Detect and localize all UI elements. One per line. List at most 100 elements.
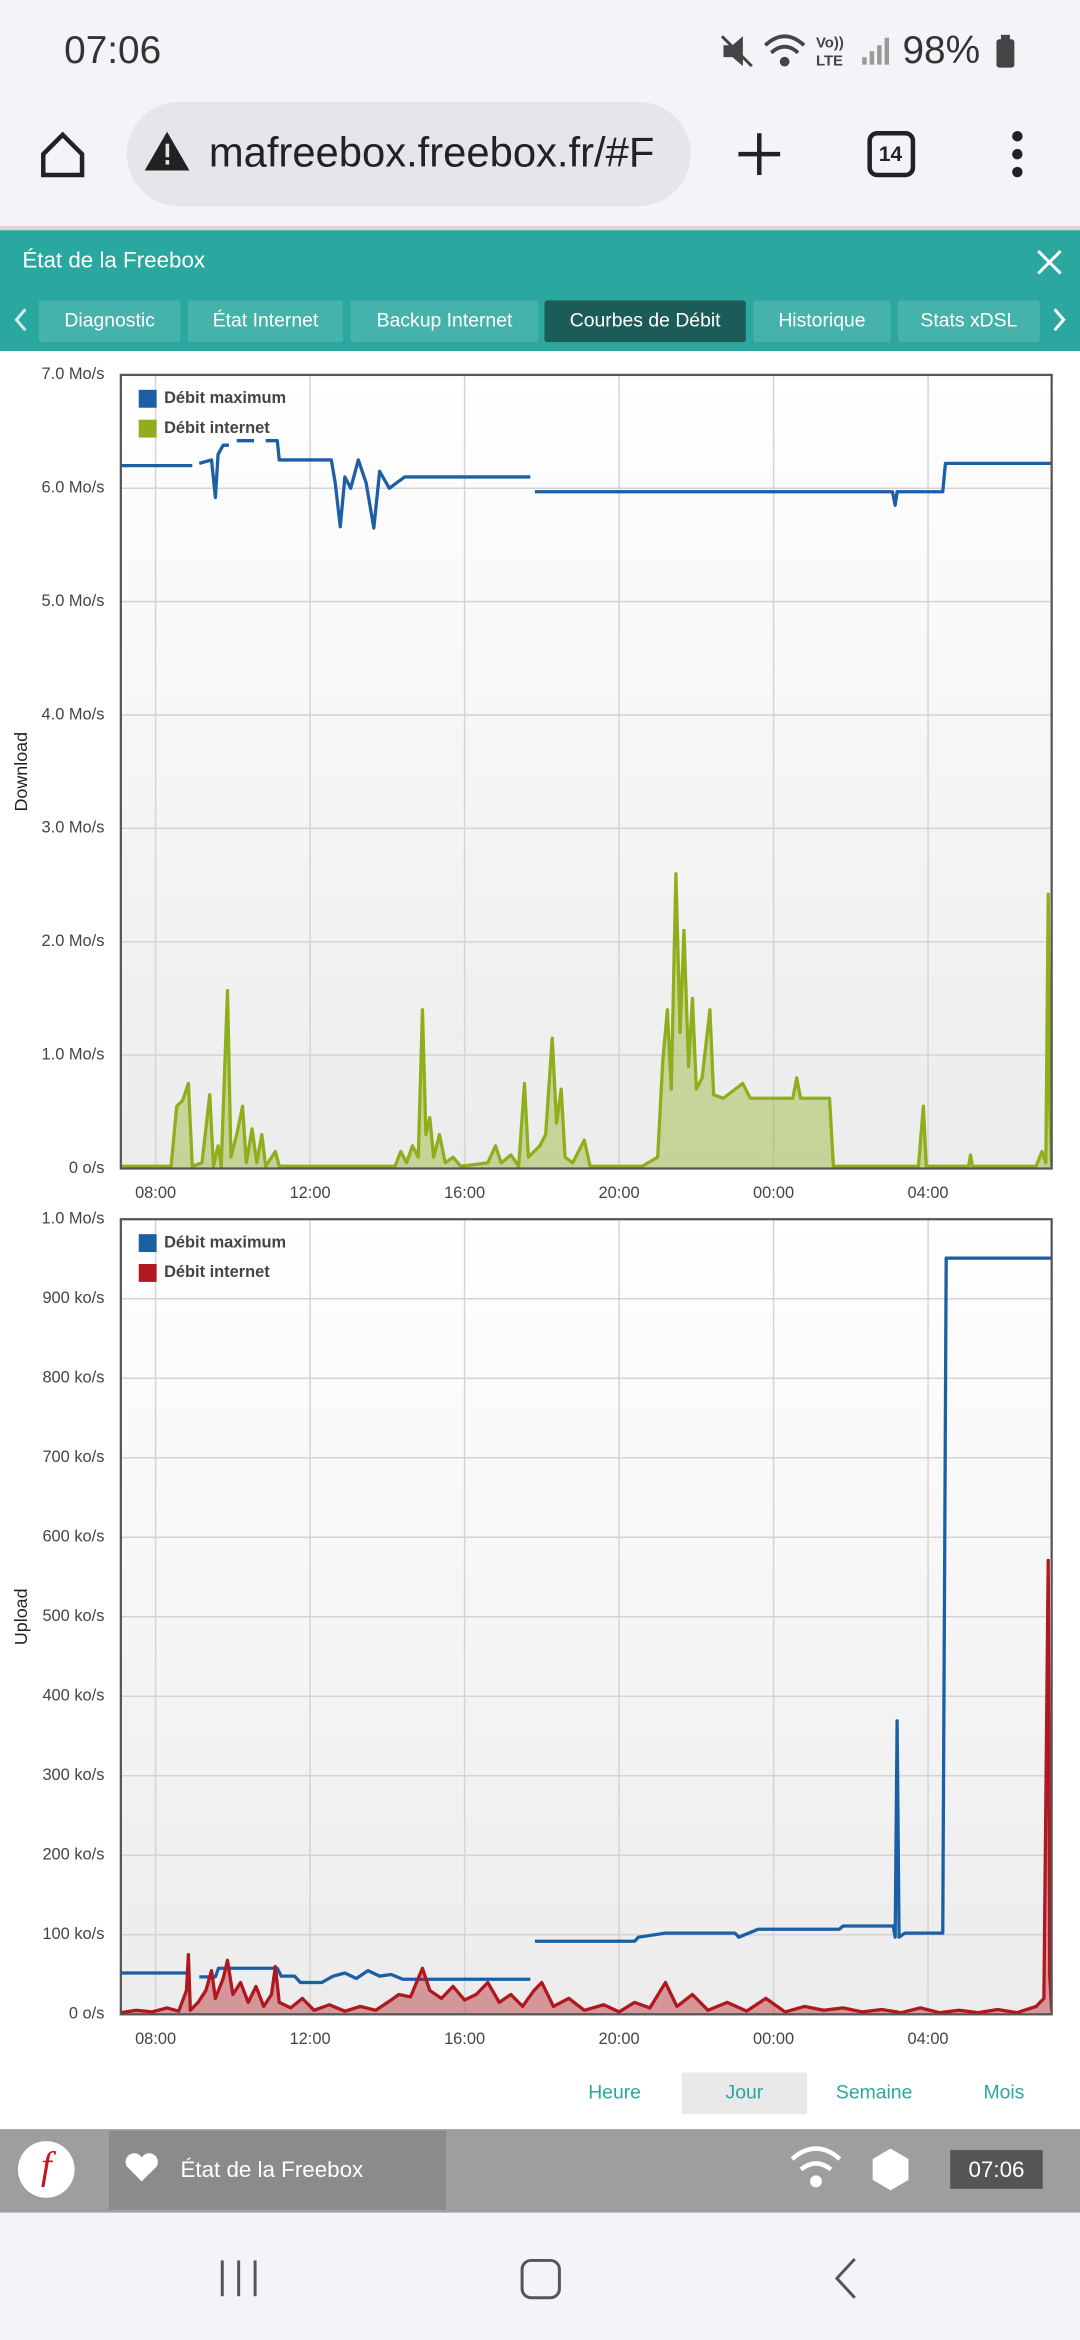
tab[interactable] [898,300,1040,343]
y-tick-label: 3.0 Mo/s [42,819,105,837]
range-button[interactable]: Mois [983,2081,1024,2103]
url-text: mafreebox.freebox.fr/#F [209,129,655,176]
legend-label: Débit internet [164,419,270,437]
nav-bar [0,2212,1080,2340]
x-tick-label: 04:00 [908,2030,949,2048]
hexagon-icon [872,2148,909,2191]
y-tick-label: 0 o/s [69,2005,105,2023]
plot-frame [119,373,1053,1170]
y-tick-label: 4.0 Mo/s [42,705,105,723]
tab[interactable] [753,300,891,343]
x-tick-label: 00:00 [753,2030,794,2048]
mute-icon [720,35,753,68]
home-button[interactable] [41,131,85,178]
freebox-logo[interactable] [17,2141,75,2198]
tab[interactable] [187,300,344,343]
status-time: 07:06 [64,29,161,72]
tab-label: Diagnostic [64,309,155,331]
menu-button[interactable] [1012,131,1023,178]
x-tick-label: 20:00 [599,1184,640,1202]
range-button[interactable]: Heure [588,2081,641,2103]
y-tick-label: 800 ko/s [42,1369,104,1387]
battery-percent: 98% [902,29,980,72]
y-tick-label: 900 ko/s [42,1289,104,1307]
y-tick-label: 600 ko/s [42,1528,104,1546]
tab-count: 14 [879,143,903,166]
y-tick-label: 700 ko/s [42,1448,104,1466]
chart: Download 0 o/s 1.0 Mo/s 2.0 Mo/s 3.0 Mo/s 4.0… [11,365,1053,1202]
y-tick-label: 200 ko/s [42,1846,104,1864]
task-wifi-icon [790,2146,842,2188]
x-tick-label: 00:00 [753,1184,794,1202]
series-line [120,872,1052,1168]
tab-scroll-left[interactable] [14,308,27,332]
legend-label: Débit maximum [164,389,286,407]
legend-swatch [138,1234,157,1253]
legend-label: Débit internet [164,1263,270,1281]
close-button[interactable] [1037,250,1062,275]
tab[interactable] [38,300,181,343]
y-tick-label: 2.0 Mo/s [42,932,105,950]
legend-swatch [138,389,157,408]
home-nav-button[interactable] [520,2258,561,2300]
tab-label: État Internet [213,308,319,331]
clock-box [950,2150,1043,2189]
legend-swatch [138,419,157,438]
tab-label: Courbes de Débit [570,309,721,331]
window-title: État de la Freebox [22,247,205,272]
legend-label: Débit maximum [164,1233,286,1251]
x-tick-label: 20:00 [599,2030,640,2048]
y-tick-label: 1.0 Mo/s [42,1210,105,1228]
series-line [120,1558,1052,2015]
y-tick-label: 5.0 Mo/s [42,592,105,610]
tab[interactable] [544,300,746,343]
tab-label: Stats xDSL [920,309,1017,331]
x-tick-label: 12:00 [290,2030,331,2048]
x-tick-label: 04:00 [908,1184,949,1202]
tab-label: Historique [778,309,865,331]
plot-frame [119,1218,1053,2016]
y-tick-label: 300 ko/s [42,1766,104,1784]
back-button[interactable] [834,2257,856,2299]
y-tick-label: 400 ko/s [42,1687,104,1705]
recents-button[interactable] [220,2260,257,2297]
plot-area [120,374,1052,1169]
y-tick-label: 7.0 Mo/s [42,365,105,383]
url-bar[interactable] [126,101,691,207]
x-tick-label: 16:00 [444,2030,485,2048]
y-tick-label: 1.0 Mo/s [42,1045,105,1063]
task-label: État de la Freebox [180,2157,363,2182]
tab[interactable] [350,300,539,343]
x-tick-label: 08:00 [135,1184,176,1202]
y-tick-label: 0 o/s [69,1159,105,1177]
series-line [120,1256,1052,1985]
battery-icon [996,34,1015,68]
tabs-button[interactable] [867,131,916,178]
new-tab-button[interactable] [738,133,781,176]
x-tick-label: 12:00 [290,1184,331,1202]
y-axis-label: Download [11,732,31,812]
chart: Upload 0 o/s 100 ko/s 200 ko/s 300 ko/s 400 k… [11,1210,1053,2048]
lte-label: LTE [816,54,843,70]
warning-icon [144,131,190,171]
volte-label: Vo)) [816,36,844,52]
clock: 07:06 [968,2157,1024,2182]
wifi-icon [763,34,806,67]
legend-swatch [138,1263,157,1282]
y-axis-label: Upload [11,1588,31,1645]
y-tick-label: 100 ko/s [42,1925,104,1943]
y-tick-label: 500 ko/s [42,1607,104,1625]
signal-icon [862,37,890,65]
tab-scroll-right[interactable] [1053,308,1066,332]
task-item[interactable] [108,2130,447,2210]
range-button[interactable]: Semaine [836,2081,912,2103]
range-button-bg[interactable] [681,2072,808,2115]
y-tick-label: 6.0 Mo/s [42,479,105,497]
tab-label: Backup Internet [377,309,513,331]
range-button[interactable]: Jour [726,2081,764,2103]
heart-icon [125,2153,158,2182]
x-tick-label: 08:00 [135,2030,176,2048]
x-tick-label: 16:00 [444,1184,485,1202]
